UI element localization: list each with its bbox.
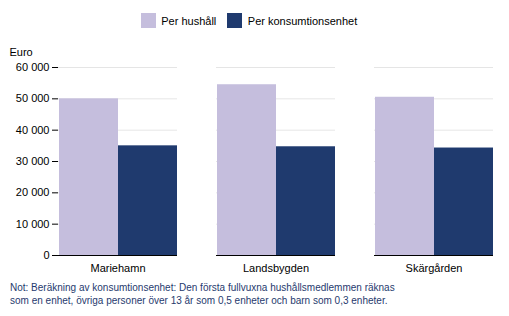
svg-text:20 000: 20 000 [16, 186, 50, 198]
svg-text:Skärgården: Skärgården [406, 262, 463, 274]
svg-text:Euro: Euro [10, 46, 33, 58]
svg-text:Mariehamn: Mariehamn [90, 262, 145, 274]
html-text:som en enhet, övriga personer: som en enhet, övriga personer över 13 år… [10, 294, 388, 306]
html-text:Per hushåll: Per hushåll [161, 14, 217, 27]
svg-text:60 000: 60 000 [16, 61, 50, 73]
svg-text:40 000: 40 000 [16, 123, 50, 135]
svg-text:30 000: 30 000 [16, 155, 50, 167]
svg-text:0: 0 [43, 249, 49, 261]
svg-text:50 000: 50 000 [16, 92, 50, 104]
svg-text:Landsbygden: Landsbygden [243, 262, 309, 274]
svg-text:10 000: 10 000 [16, 217, 50, 229]
html-text:Not: Beräkning av konsumtionse: Not: Beräkning av konsumtionsenhet: Den … [10, 281, 395, 293]
html-text:Per konsumtionsenhet: Per konsumtionsenhet [247, 14, 358, 27]
